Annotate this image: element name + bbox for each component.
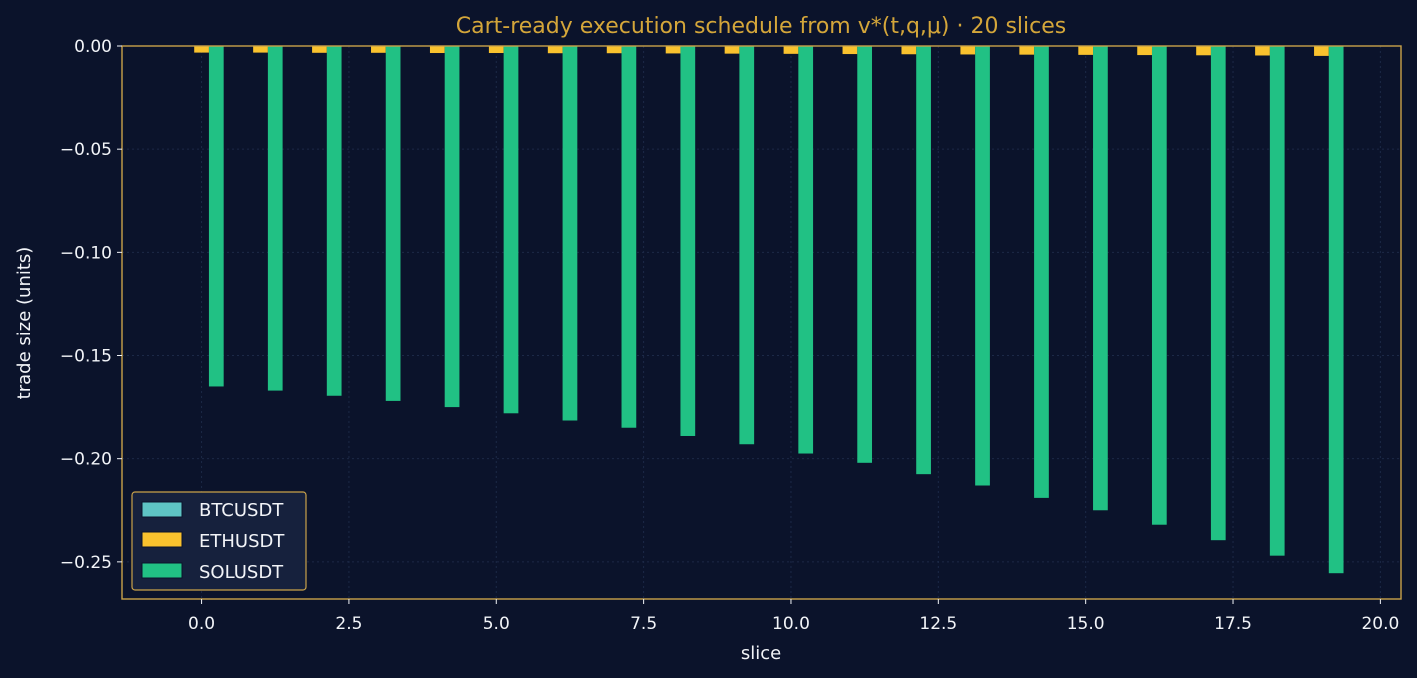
legend-item-solusdt: SOLUSDT xyxy=(141,562,284,583)
bar-solusdt xyxy=(857,46,873,463)
bar-ethusdt xyxy=(606,46,622,54)
bar-ethusdt xyxy=(371,46,386,53)
bar-solusdt xyxy=(1269,46,1285,556)
x-tick-label: 10.0 xyxy=(772,614,810,634)
legend-swatch-ethusdt xyxy=(141,531,183,548)
bar-solusdt xyxy=(562,46,578,421)
bar-ethusdt xyxy=(1137,46,1152,56)
bar-solusdt xyxy=(916,46,931,475)
legend-swatch-solusdt xyxy=(141,562,183,579)
bar-ethusdt xyxy=(312,46,327,53)
bar-ethusdt xyxy=(1078,46,1094,55)
legend-item-btcusdt: BTCUSDT xyxy=(141,500,284,521)
bar-solusdt xyxy=(444,46,460,408)
bar-ethusdt xyxy=(488,46,504,54)
bar-ethusdt xyxy=(783,46,799,54)
bars xyxy=(194,46,1344,574)
y-tick-label: −0.10 xyxy=(60,243,112,263)
bar-ethusdt xyxy=(960,46,976,55)
bar-solusdt xyxy=(503,46,519,414)
y-tick-label: 0.00 xyxy=(74,37,112,57)
x-tick-label: 5.0 xyxy=(483,614,510,634)
bar-solusdt xyxy=(739,46,755,445)
bar-solusdt xyxy=(1034,46,1049,498)
bar-solusdt xyxy=(1328,46,1344,574)
bar-ethusdt xyxy=(1196,46,1211,56)
bar-solusdt xyxy=(975,46,990,486)
bar-ethusdt xyxy=(665,46,681,54)
legend-label-ethusdt: ETHUSDT xyxy=(199,531,285,552)
legend: BTCUSDT ETHUSDT SOLUSDT xyxy=(131,491,307,591)
bar-solusdt xyxy=(208,46,224,387)
bar-solusdt xyxy=(1210,46,1226,541)
bar-ethusdt xyxy=(429,46,445,54)
bar-solusdt xyxy=(1151,46,1167,525)
x-tick-label: 15.0 xyxy=(1067,614,1105,634)
x-tick-label: 0.0 xyxy=(188,614,215,634)
bar-solusdt xyxy=(621,46,637,428)
bar-solusdt xyxy=(385,46,401,401)
x-tick-label: 20.0 xyxy=(1361,614,1399,634)
y-tick-label: −0.05 xyxy=(60,140,112,160)
bar-solusdt xyxy=(267,46,283,391)
bar-solusdt xyxy=(798,46,814,454)
bar-solusdt xyxy=(680,46,696,436)
chart-title: Cart-ready execution schedule from v*(t,… xyxy=(456,14,1067,39)
axis-ticks: 0.0 2.5 5.0 7.5 10.0 12.5 15.0 17.5 20.0 0.00 −0.0… xyxy=(60,37,1399,634)
legend-label-solusdt: SOLUSDT xyxy=(199,562,284,583)
bar-ethusdt xyxy=(547,46,563,54)
bar-ethusdt xyxy=(1255,46,1270,56)
x-axis-label: slice xyxy=(741,643,781,664)
bar-ethusdt xyxy=(842,46,858,55)
bar-solusdt xyxy=(326,46,342,396)
bar-solusdt xyxy=(1093,46,1108,511)
plot-frame xyxy=(121,45,1402,600)
y-tick-label: −0.25 xyxy=(60,553,112,573)
bar-ethusdt xyxy=(1314,46,1329,56)
y-tick-label: −0.15 xyxy=(60,347,112,367)
x-tick-label: 2.5 xyxy=(335,614,362,634)
legend-item-ethusdt: ETHUSDT xyxy=(141,531,285,552)
x-tick-label: 17.5 xyxy=(1214,614,1252,634)
y-tick-label: −0.20 xyxy=(60,450,112,470)
legend-label-btcusdt: BTCUSDT xyxy=(199,500,284,521)
bar-ethusdt xyxy=(1019,46,1035,55)
bar-ethusdt xyxy=(253,46,268,53)
legend-swatch-btcusdt xyxy=(141,501,183,518)
y-axis-label: trade size (units) xyxy=(14,247,35,400)
x-tick-label: 12.5 xyxy=(919,614,957,634)
bar-ethusdt xyxy=(194,46,209,53)
x-tick-label: 7.5 xyxy=(630,614,657,634)
bar-ethusdt xyxy=(724,46,740,54)
bar-ethusdt xyxy=(901,46,917,55)
